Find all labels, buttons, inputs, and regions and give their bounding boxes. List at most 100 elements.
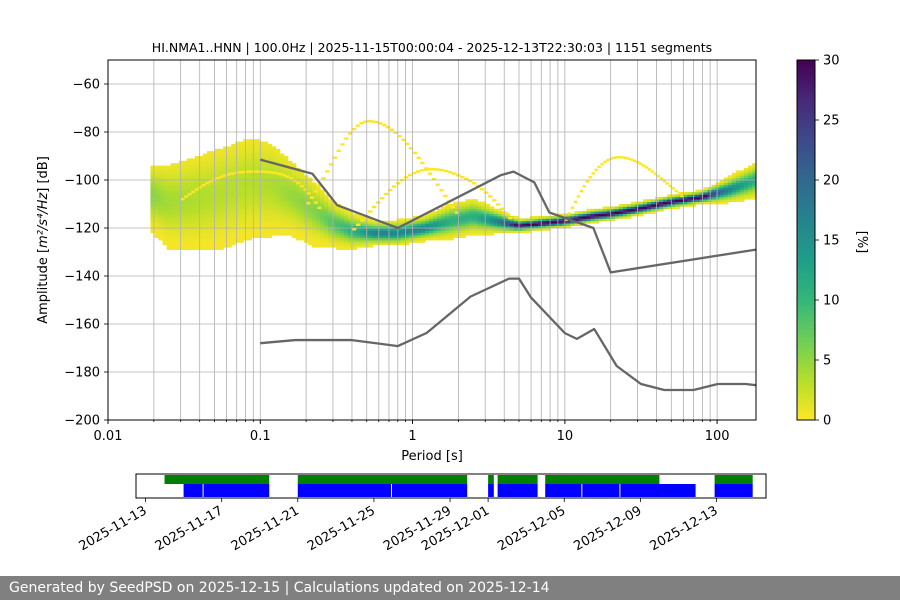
heatmap-cell	[469, 232, 475, 236]
heatmap-cell	[420, 230, 426, 234]
heatmap-cell	[655, 206, 660, 210]
heatmap-outlier-cell	[415, 170, 421, 173]
heatmap-cell	[267, 182, 273, 186]
heatmap-cell	[739, 177, 745, 181]
heatmap-cell	[372, 242, 378, 246]
heatmap-cell	[368, 225, 374, 229]
heatmap-cell	[743, 170, 749, 174]
heatmap-cell	[626, 213, 632, 217]
heatmap-cell	[465, 225, 470, 229]
heatmap-cell	[287, 180, 293, 183]
heatmap-cell	[469, 201, 475, 205]
heatmap-cell	[667, 204, 672, 207]
heatmap-cell	[582, 218, 588, 222]
heatmap-cell	[255, 213, 261, 217]
heatmap-cell	[441, 208, 446, 212]
heatmap-cell	[352, 223, 357, 226]
heatmap-cell	[372, 240, 378, 243]
heatmap-cell	[206, 160, 212, 164]
heatmap-cell	[223, 244, 228, 248]
heatmap-cell	[255, 216, 261, 219]
heatmap-cell	[400, 240, 406, 243]
heatmap-cell	[194, 213, 200, 217]
heatmap-cell	[307, 220, 313, 224]
heatmap-cell	[198, 199, 204, 202]
heatmap-outlier-cell	[428, 168, 433, 171]
heatmap-cell	[420, 216, 426, 219]
heatmap-outlier-cell	[292, 179, 297, 182]
heatmap-outlier-cell	[371, 205, 377, 209]
heatmap-outlier-cell	[393, 131, 398, 134]
heatmap-cell	[211, 158, 216, 162]
heatmap-cell	[247, 146, 252, 150]
heatmap-cell	[336, 230, 341, 234]
heatmap-cell	[206, 194, 212, 198]
heatmap-cell	[388, 228, 394, 231]
heatmap-cell	[497, 228, 503, 231]
heatmap-cell	[630, 201, 636, 205]
heatmap-cell	[231, 187, 236, 190]
heatmap-cell	[513, 218, 519, 222]
heatmap-cell	[186, 211, 192, 214]
heatmap-cell	[247, 199, 252, 202]
heatmap-cell	[578, 211, 584, 214]
heatmap-cell	[412, 240, 418, 243]
heatmap-outlier-cell	[665, 182, 669, 185]
heatmap-cell	[400, 230, 406, 234]
heatmap-cell	[445, 206, 450, 210]
heatmap-cell	[481, 206, 487, 210]
heatmap-cell	[747, 194, 753, 198]
heatmap-cell	[751, 192, 756, 195]
heatmap-cell	[703, 201, 709, 205]
heatmap-cell	[223, 225, 228, 229]
heatmap-cell	[158, 225, 164, 229]
heatmap-cell	[219, 187, 224, 190]
heatmap-cell	[235, 144, 240, 147]
heatmap-cell	[166, 228, 172, 231]
heatmap-cell	[174, 163, 180, 166]
heatmap-cell	[211, 151, 216, 154]
heatmap-cell	[182, 163, 188, 166]
heatmap-cell	[247, 192, 252, 195]
heatmap-cell	[174, 175, 180, 178]
heatmap-cell	[190, 175, 196, 178]
heatmap-cell	[174, 208, 180, 212]
heatmap-cell	[231, 168, 236, 171]
nlnm-model-curve	[260, 277, 756, 392]
heatmap-cell	[461, 211, 466, 214]
heatmap-cell	[477, 204, 483, 207]
heatmap-cell	[154, 184, 160, 188]
heatmap-cell	[315, 237, 321, 241]
heatmap-cell	[465, 211, 470, 214]
heatmap-cell	[223, 165, 228, 169]
heatmap-cell	[505, 228, 511, 231]
heatmap-cell	[598, 211, 604, 214]
heatmap-cell	[166, 235, 172, 238]
heatmap-cell	[255, 156, 261, 159]
heatmap-cell	[162, 184, 168, 188]
heatmap-cell	[630, 206, 636, 210]
heatmap-cell	[190, 213, 196, 217]
heatmap-cell	[186, 199, 192, 202]
heatmap-cell	[279, 156, 285, 159]
heatmap-cell	[154, 230, 160, 234]
heatmap-cell	[287, 184, 293, 188]
heatmap-cell	[525, 223, 531, 226]
heatmap-cell	[235, 201, 240, 205]
heatmap-cell	[328, 228, 333, 231]
heatmap-cell	[400, 235, 406, 238]
heatmap-cell	[239, 206, 244, 210]
heatmap-cell	[182, 220, 188, 224]
heatmap-cell	[392, 242, 398, 246]
heatmap-cell	[174, 201, 180, 205]
heatmap-cell	[223, 180, 228, 183]
heatmap-cell	[295, 189, 301, 193]
heatmap-outlier-cell	[427, 172, 433, 175]
heatmap-cell	[344, 232, 349, 236]
heatmap-cell	[311, 194, 317, 198]
heatmap-cell	[533, 216, 539, 219]
heatmap-cell	[465, 232, 470, 236]
heatmap-cell	[614, 213, 620, 217]
heatmap-cell	[465, 230, 470, 234]
heatmap-cell	[747, 187, 753, 190]
